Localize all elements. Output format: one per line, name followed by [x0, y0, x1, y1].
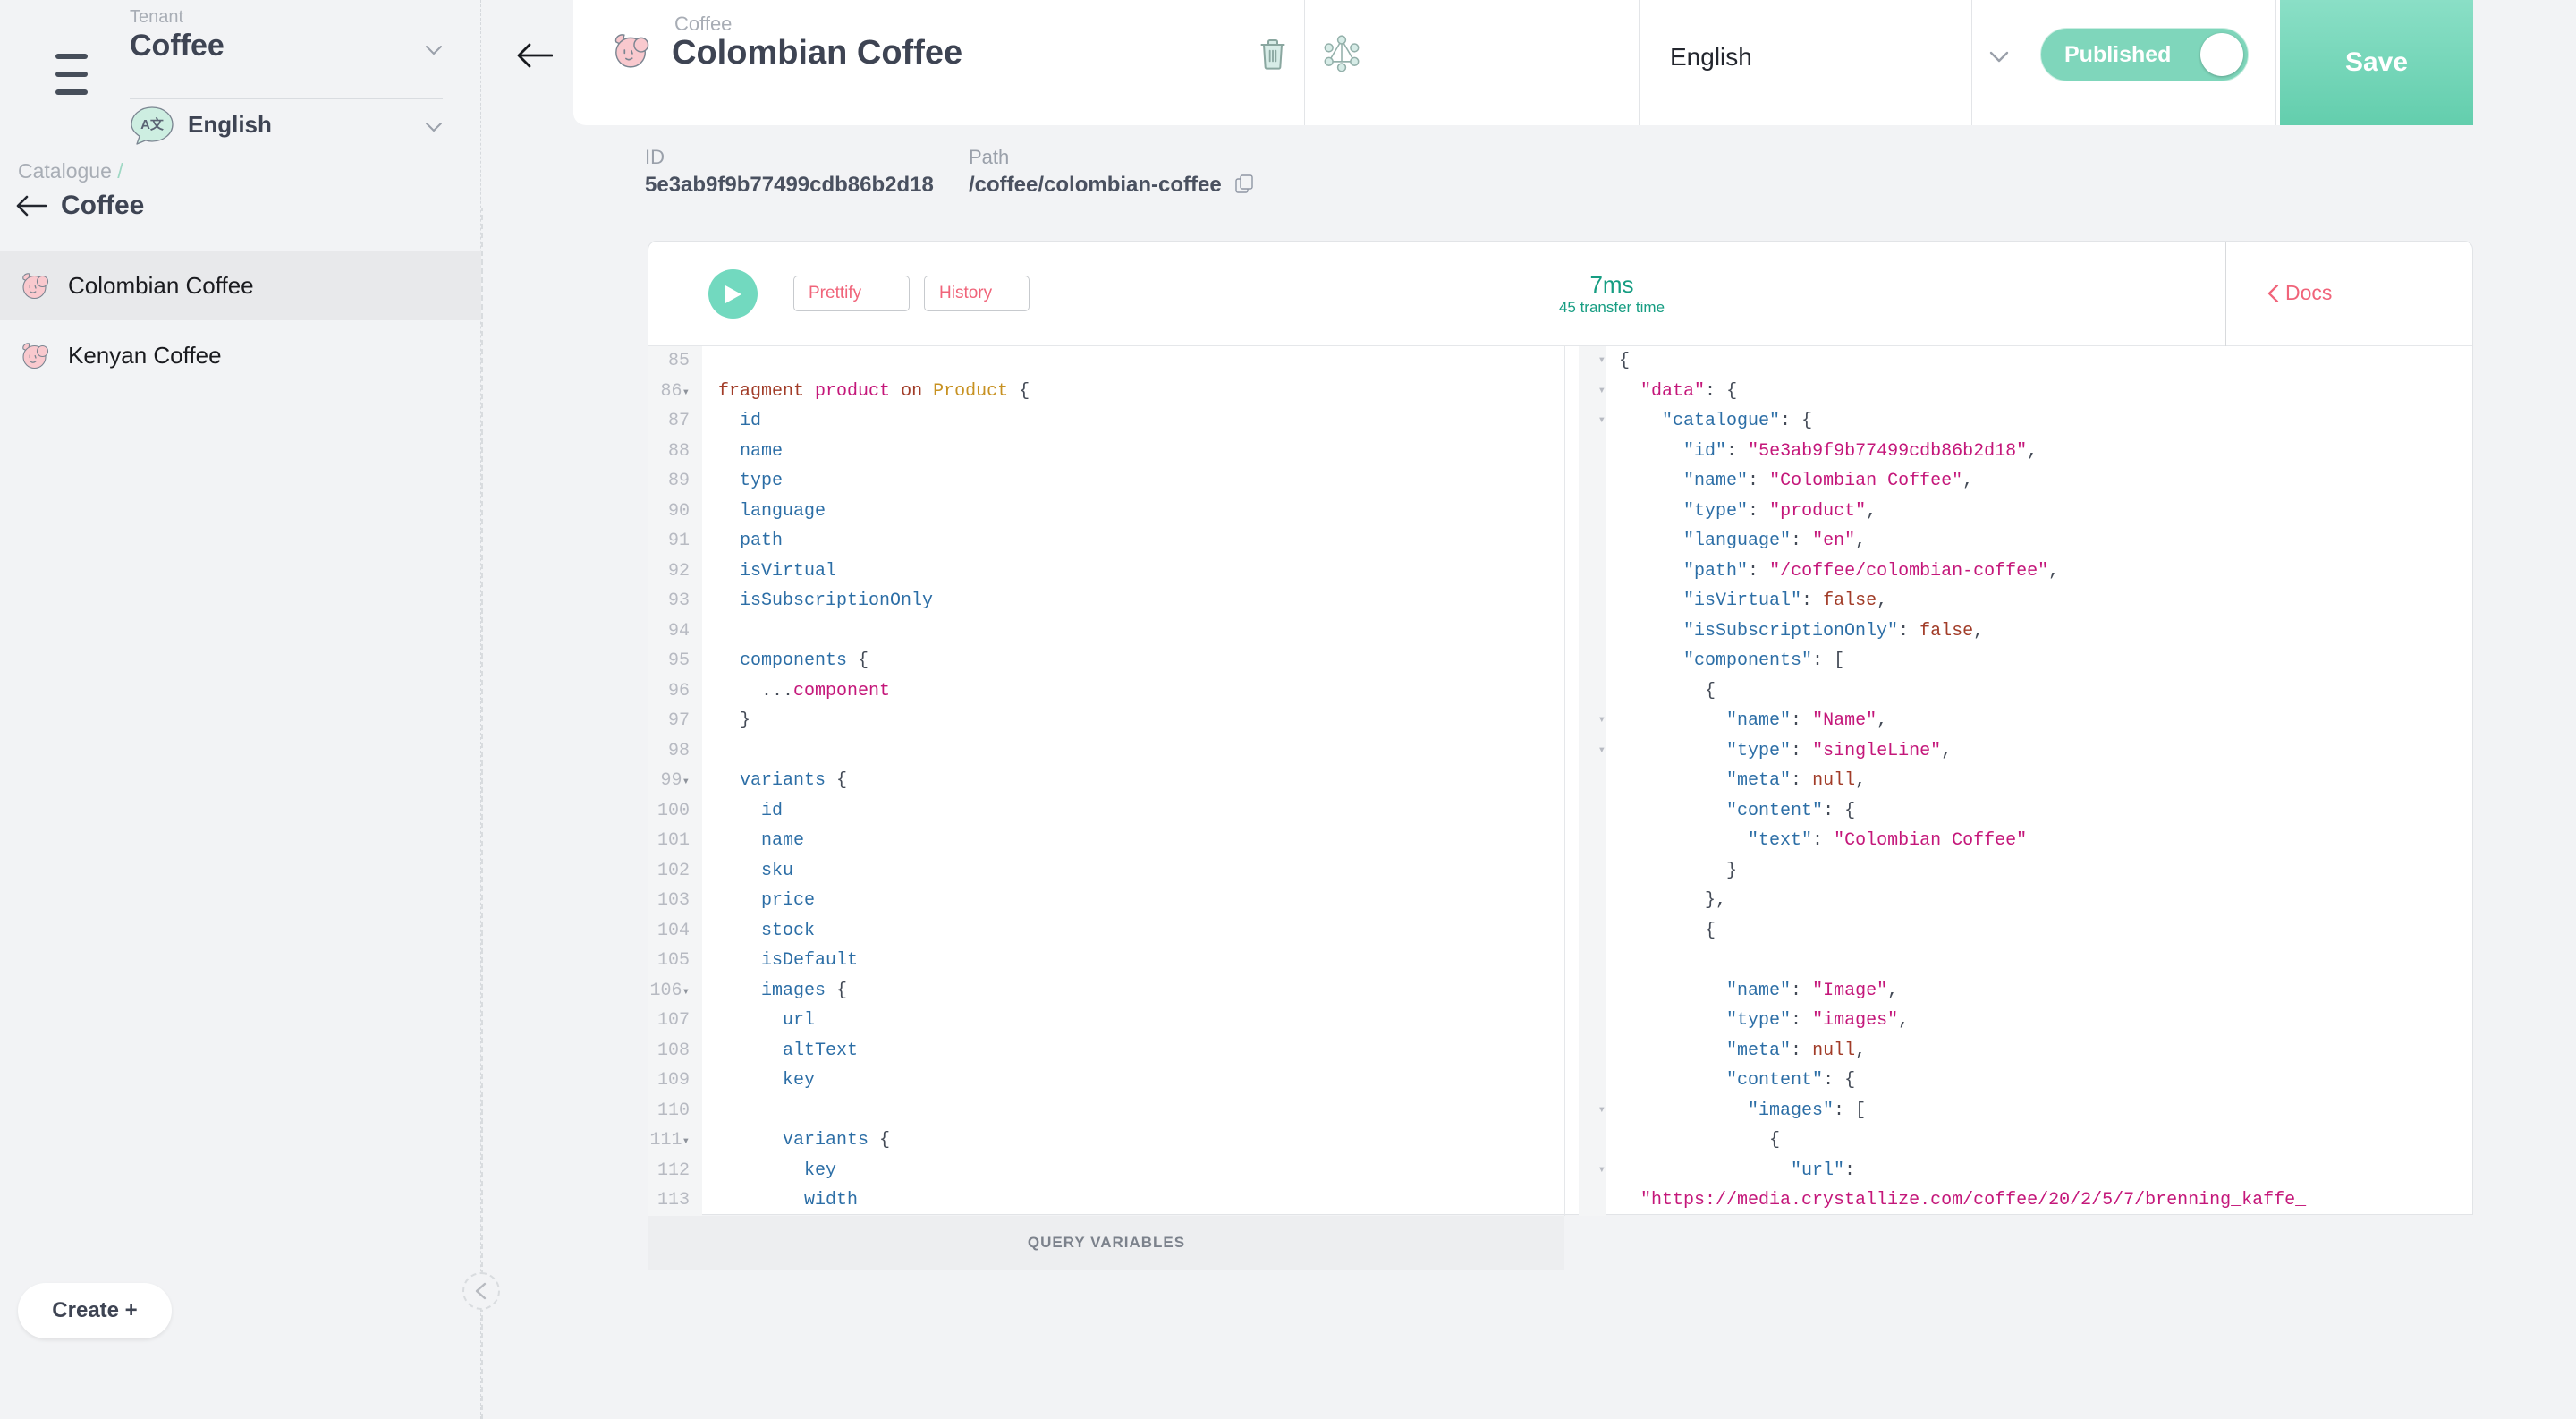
svg-text:A文: A文: [140, 116, 165, 132]
